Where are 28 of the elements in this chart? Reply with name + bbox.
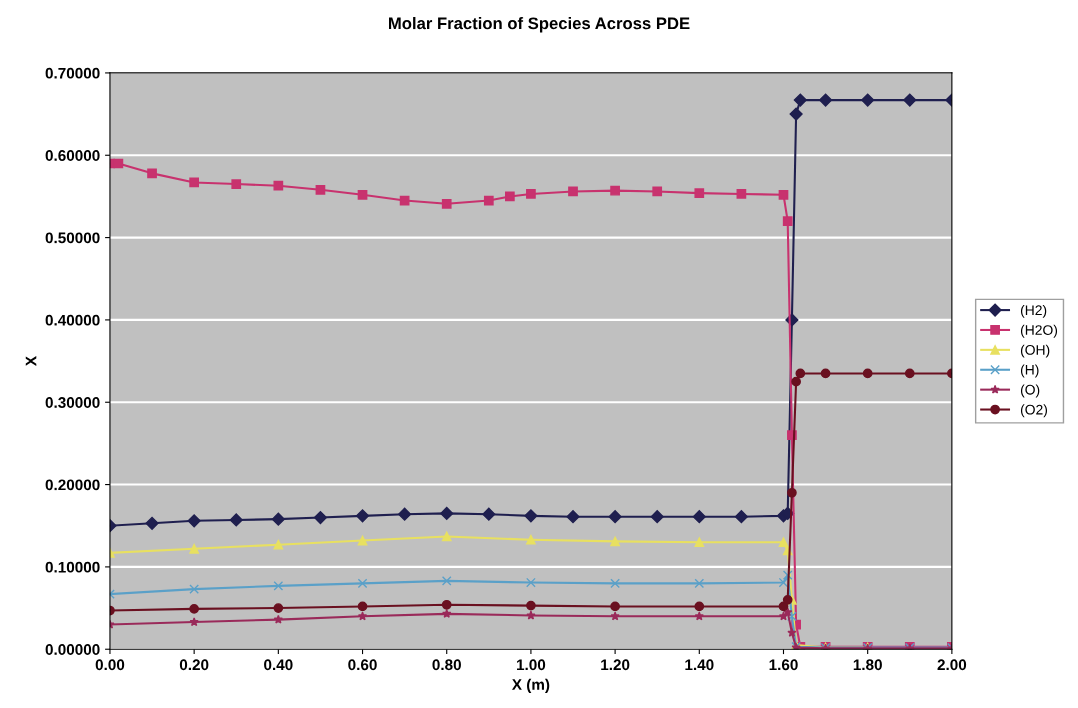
x-axis-title: X (m) xyxy=(511,678,550,693)
x-tick-label: 1.80 xyxy=(853,659,882,671)
y-tick-label: 0.50000 xyxy=(45,232,100,244)
y-axis-title: X xyxy=(25,356,37,367)
y-tick-label: 0.40000 xyxy=(45,314,100,326)
y-tick-label: 0.30000 xyxy=(45,397,100,408)
x-tick-label: 2.00 xyxy=(937,659,967,671)
x-tick-label: 1.40 xyxy=(685,659,714,671)
y-tick-label: 0.00000 xyxy=(45,644,100,655)
x-tick-label: 0.80 xyxy=(432,659,461,671)
x-tick-label: 0.40 xyxy=(264,659,293,671)
legend-label: (H2) xyxy=(1020,304,1047,318)
x-tick-label: 1.00 xyxy=(517,659,546,671)
x-tick-label: 0.00 xyxy=(95,659,125,671)
x-tick-label: 0.20 xyxy=(179,659,209,671)
y-tick-label: 0.70000 xyxy=(45,67,100,79)
y-tick-label: 0.10000 xyxy=(45,561,100,573)
legend-label: (H2O) xyxy=(1020,324,1058,338)
legend-label: (OH) xyxy=(1020,344,1050,358)
legend-label: (O) xyxy=(1020,384,1040,398)
legend-label: (O2) xyxy=(1020,404,1048,418)
x-tick-label: 1.20 xyxy=(601,659,630,671)
y-tick-label: 0.60000 xyxy=(45,150,100,161)
chart-title: Molar Fraction of Species Across PDE xyxy=(389,17,690,33)
legend-label: (H) xyxy=(1020,364,1039,378)
x-tick-label: 0.60 xyxy=(348,659,377,671)
y-tick-label: 0.20000 xyxy=(45,479,100,491)
x-tick-label: 1.60 xyxy=(769,659,798,671)
